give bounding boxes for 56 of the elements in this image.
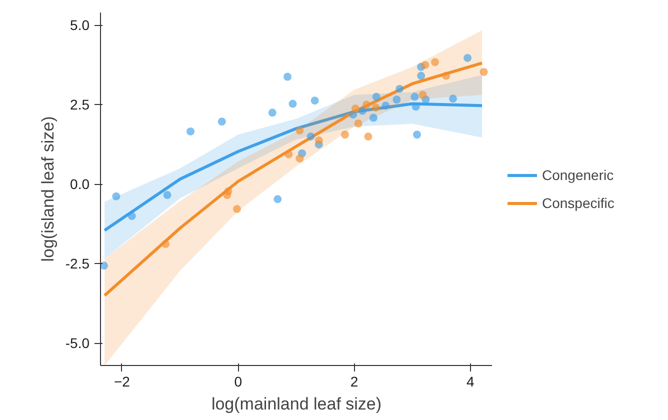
point [284,150,293,158]
point [163,191,172,200]
point [396,84,404,93]
point [288,100,297,108]
point [372,104,380,112]
point [100,262,108,270]
point [431,58,440,66]
point [268,108,276,117]
y-tick-label: 0.0 [70,176,90,192]
x-tick-label: 2 [350,374,358,390]
point [354,119,362,128]
point [112,192,120,200]
point [369,114,378,122]
point [364,132,372,141]
y-tick-label: 2.5 [70,96,90,113]
point [362,100,370,109]
point [382,102,390,110]
point [442,72,450,80]
point [480,68,488,76]
point [340,130,349,139]
point [392,96,401,104]
y-tick-label: 5.0 [70,17,90,34]
x-axis-title: log(mainland leaf size) [211,394,382,414]
legend-label: Conspecific [542,194,614,210]
y-tick-label: -5.0 [65,335,90,352]
point [410,92,419,101]
point [418,90,427,99]
x-tick-label: 0 [234,374,242,390]
point [128,212,136,220]
x-tick-label: 4 [466,374,475,390]
point [284,72,292,81]
line-series [103,102,484,232]
point [417,72,426,80]
line-series [103,62,484,298]
point [449,94,458,103]
point [274,195,282,204]
point [232,205,241,214]
point [218,118,226,126]
legend-label: Congeneric [542,166,614,182]
point [464,54,472,62]
point [351,104,360,113]
y-tick-label: -2.5 [65,256,90,272]
point [421,60,430,69]
y-axis-title: log(island leaf size) [38,116,58,262]
point [224,187,232,196]
point [372,92,380,101]
point [306,132,315,141]
point [186,127,195,136]
point [413,130,422,139]
point [162,240,170,248]
point [314,136,323,144]
point [296,126,304,134]
point [296,154,304,162]
point [310,96,319,105]
point [358,106,366,115]
x-tick-label: −2 [114,374,130,390]
